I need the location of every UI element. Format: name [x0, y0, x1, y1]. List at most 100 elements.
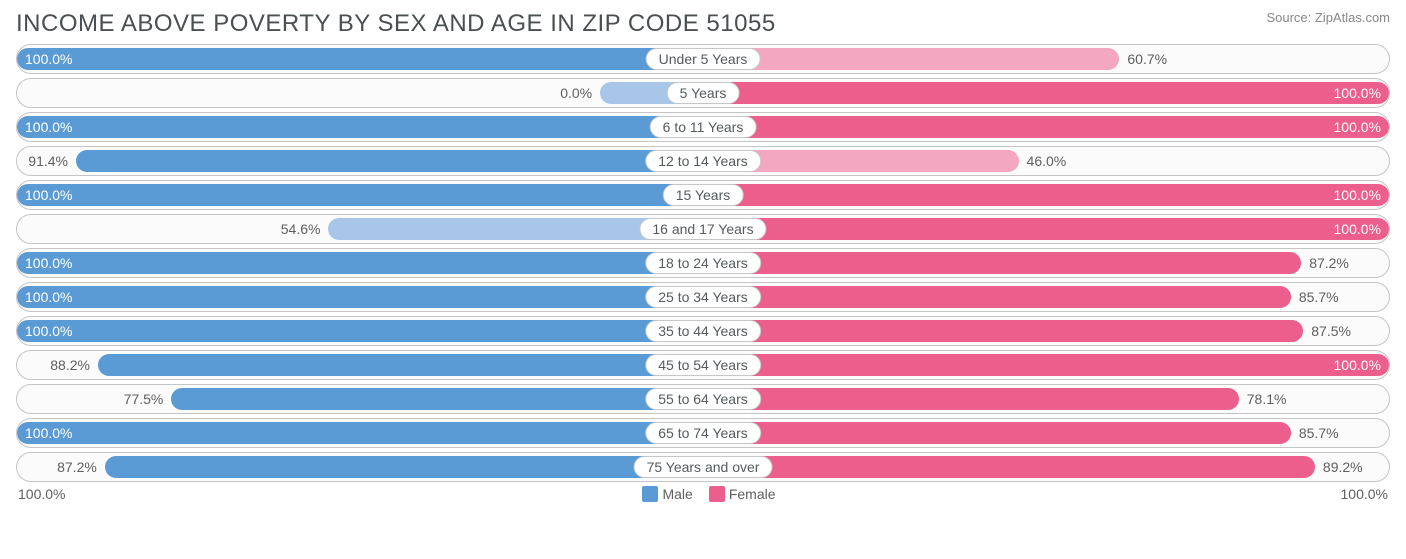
female-value-label: 100.0%: [1334, 113, 1381, 141]
female-bar: [703, 82, 1389, 104]
category-label: 55 to 64 Years: [645, 388, 761, 410]
chart-row: 100.0% 85.7% 25 to 34 Years: [16, 282, 1390, 312]
male-bar: [17, 116, 703, 138]
female-half: 100.0%: [703, 113, 1389, 141]
male-value-label: 88.2%: [50, 351, 90, 379]
male-half: 100.0%: [17, 283, 703, 311]
chart-row: 54.6% 100.0% 16 and 17 Years: [16, 214, 1390, 244]
female-bar: [703, 320, 1303, 342]
legend-label-male: Male: [662, 486, 692, 502]
legend: Male Female: [630, 486, 775, 502]
female-half: 100.0%: [703, 215, 1389, 243]
female-half: 87.5%: [703, 317, 1389, 345]
female-value-label: 85.7%: [1299, 419, 1339, 447]
category-label: 12 to 14 Years: [645, 150, 761, 172]
male-value-label: 91.4%: [28, 147, 68, 175]
male-bar: [17, 320, 703, 342]
female-bar: [703, 354, 1389, 376]
male-half: 100.0%: [17, 249, 703, 277]
chart-row: 77.5% 78.1%55 to 64 Years: [16, 384, 1390, 414]
male-value-label: 87.2%: [57, 453, 97, 481]
male-half: 87.2%: [17, 453, 703, 481]
category-label: 18 to 24 Years: [645, 252, 761, 274]
category-label: 16 and 17 Years: [639, 218, 766, 240]
female-half: 100.0%: [703, 351, 1389, 379]
female-bar: [703, 116, 1389, 138]
male-value-label: 100.0%: [25, 419, 72, 447]
chart-title: INCOME ABOVE POVERTY BY SEX AND AGE IN Z…: [16, 10, 776, 38]
axis-right-label: 100.0%: [1341, 486, 1388, 502]
source-attribution: Source: ZipAtlas.com: [1266, 10, 1390, 25]
category-label: 25 to 34 Years: [645, 286, 761, 308]
male-value-label: 77.5%: [124, 385, 164, 413]
category-label: Under 5 Years: [646, 48, 761, 70]
male-half: 91.4%: [17, 147, 703, 175]
male-value-label: 100.0%: [25, 181, 72, 209]
male-bar: [98, 354, 703, 376]
category-label: 45 to 54 Years: [645, 354, 761, 376]
legend-swatch-male: [642, 486, 658, 502]
diverging-bar-chart: 100.0%60.7%Under 5 Years0.0%100.0%5 Year…: [16, 44, 1390, 482]
female-value-label: 85.7%: [1299, 283, 1339, 311]
male-half: 88.2%: [17, 351, 703, 379]
male-value-label: 100.0%: [25, 317, 72, 345]
category-label: 75 Years and over: [634, 456, 773, 478]
male-half: 100.0%: [17, 45, 703, 73]
category-label: 35 to 44 Years: [645, 320, 761, 342]
female-half: 60.7%: [703, 45, 1389, 73]
axis-and-legend-row: 100.0% Male Female 100.0%: [16, 486, 1390, 502]
chart-row: 91.4% 46.0% 12 to 14 Years: [16, 146, 1390, 176]
legend-swatch-female: [709, 486, 725, 502]
female-bar: [703, 286, 1291, 308]
category-label: 6 to 11 Years: [650, 116, 757, 138]
chart-row: 100.0% 100.0% 15 Years: [16, 180, 1390, 210]
female-value-label: 100.0%: [1334, 351, 1381, 379]
male-value-label: 0.0%: [560, 79, 592, 107]
female-bar: [703, 456, 1315, 478]
category-label: 15 Years: [663, 184, 744, 206]
female-half: 100.0%: [703, 79, 1389, 107]
male-bar: [17, 184, 703, 206]
female-half: 89.2%: [703, 453, 1389, 481]
male-bar: [17, 286, 703, 308]
male-bar: [105, 456, 703, 478]
female-value-label: 46.0%: [1027, 147, 1067, 175]
chart-row: 100.0% 85.7% 65 to 74 Years: [16, 418, 1390, 448]
female-bar: [703, 422, 1291, 444]
female-half: 78.1%: [703, 385, 1389, 413]
female-half: 85.7%: [703, 419, 1389, 447]
female-bar: [703, 48, 1119, 70]
male-half: 100.0%: [17, 113, 703, 141]
male-half: 54.6%: [17, 215, 703, 243]
male-half: 77.5%: [17, 385, 703, 413]
male-value-label: 54.6%: [281, 215, 321, 243]
chart-row: 100.0%100.0%6 to 11 Years: [16, 112, 1390, 142]
female-value-label: 100.0%: [1334, 215, 1381, 243]
male-bar: [17, 48, 703, 70]
category-label: 5 Years: [667, 82, 740, 104]
female-value-label: 87.5%: [1311, 317, 1351, 345]
chart-row: 100.0% 60.7% Under 5 Years: [16, 44, 1390, 74]
category-label: 65 to 74 Years: [645, 422, 761, 444]
chart-row: 100.0% 87.5% 35 to 44 Years: [16, 316, 1390, 346]
female-half: 100.0%: [703, 181, 1389, 209]
female-bar: [703, 218, 1389, 240]
male-bar: [17, 422, 703, 444]
female-value-label: 89.2%: [1323, 453, 1363, 481]
male-bar: [76, 150, 703, 172]
female-bar: [703, 184, 1389, 206]
axis-left-label: 100.0%: [18, 486, 65, 502]
male-bar: [171, 388, 703, 410]
male-bar: [17, 252, 703, 274]
legend-label-female: Female: [729, 486, 776, 502]
female-bar: [703, 252, 1301, 274]
male-half: 0.0%: [17, 79, 703, 107]
male-value-label: 100.0%: [25, 249, 72, 277]
male-half: 100.0%: [17, 181, 703, 209]
female-value-label: 60.7%: [1127, 45, 1167, 73]
chart-row: 0.0% 100.0%5 Years: [16, 78, 1390, 108]
female-value-label: 100.0%: [1334, 181, 1381, 209]
male-value-label: 100.0%: [25, 283, 72, 311]
female-half: 87.2%: [703, 249, 1389, 277]
header: INCOME ABOVE POVERTY BY SEX AND AGE IN Z…: [16, 10, 1390, 38]
